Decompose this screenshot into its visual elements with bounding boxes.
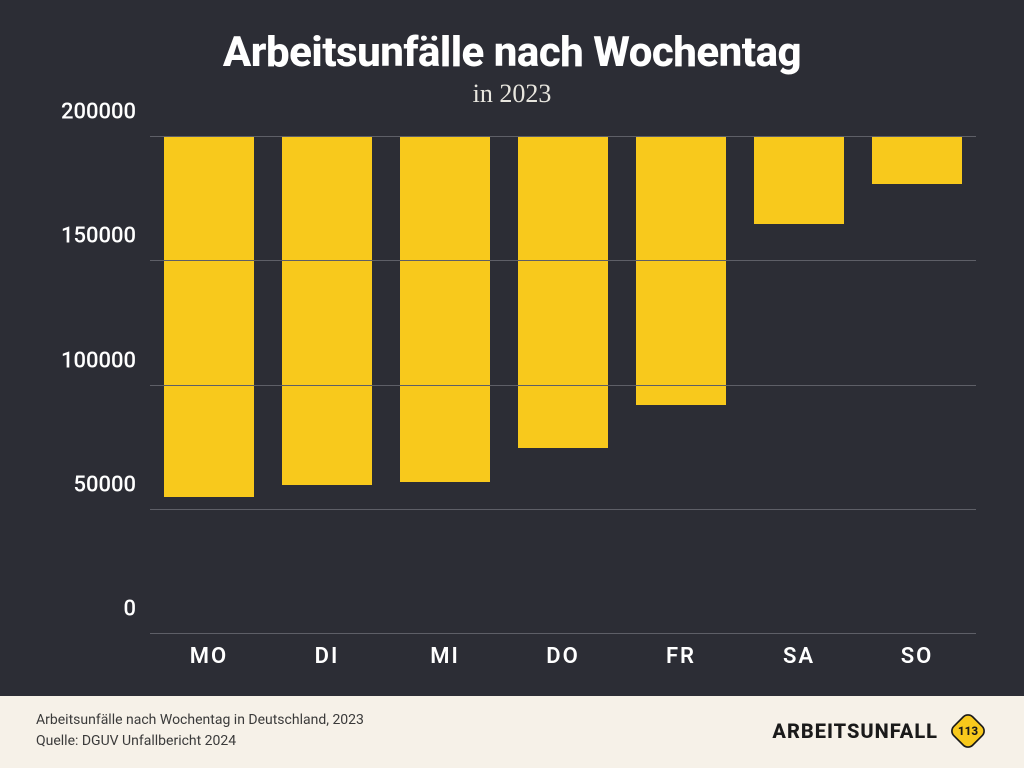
y-axis-tick: 200000 — [61, 100, 150, 125]
brand: ARBEITSUNFALL 113 — [772, 711, 988, 751]
bar-slot: SO — [858, 137, 976, 634]
y-axis-tick: 0 — [123, 597, 150, 622]
brand-badge-icon: 113 — [948, 711, 988, 751]
gridline — [150, 509, 976, 510]
x-axis-tick: FR — [666, 634, 696, 669]
footer: Arbeitsunfälle nach Wochentag in Deutsch… — [0, 696, 1024, 768]
x-axis-tick: DO — [546, 634, 580, 669]
gridline — [150, 136, 976, 137]
footer-caption: Arbeitsunfälle nach Wochentag in Deutsch… — [36, 710, 364, 752]
bar — [164, 137, 254, 497]
bar — [636, 137, 726, 405]
y-axis-tick: 50000 — [73, 472, 150, 497]
gridline — [150, 633, 976, 634]
chart-panel: Arbeitsunfälle nach Wochentag in 2023 MO… — [0, 0, 1024, 696]
bar-slot: SA — [740, 137, 858, 634]
footer-line-2: Quelle: DGUV Unfallbericht 2024 — [36, 731, 364, 752]
x-axis-tick: SA — [783, 634, 815, 669]
bars-container: MODIMIDOFRSASO — [150, 137, 976, 634]
gridline — [150, 260, 976, 261]
bar — [282, 137, 372, 485]
bar-slot: DO — [504, 137, 622, 634]
bar — [518, 137, 608, 448]
x-axis-tick: MO — [190, 634, 228, 669]
chart-subtitle: in 2023 — [48, 79, 976, 109]
chart-area: MODIMIDOFRSASO 050000100000150000200000 — [48, 127, 976, 676]
bar — [400, 137, 490, 482]
footer-line-1: Arbeitsunfälle nach Wochentag in Deutsch… — [36, 710, 364, 731]
y-axis-tick: 150000 — [61, 224, 150, 249]
plot-area: MODIMIDOFRSASO 050000100000150000200000 — [150, 137, 976, 634]
bar — [872, 137, 962, 184]
bar — [754, 137, 844, 224]
brand-badge-number: 113 — [958, 724, 978, 738]
x-axis-tick: SO — [901, 634, 934, 669]
bar-slot: DI — [268, 137, 386, 634]
x-axis-tick: MI — [430, 634, 460, 669]
gridline — [150, 385, 976, 386]
x-axis-tick: DI — [315, 634, 340, 669]
bar-slot: FR — [622, 137, 740, 634]
brand-name: ARBEITSUNFALL — [772, 719, 938, 743]
y-axis-tick: 100000 — [61, 348, 150, 373]
chart-title: Arbeitsunfälle nach Wochentag — [48, 28, 976, 77]
bar-slot: MI — [386, 137, 504, 634]
bar-slot: MO — [150, 137, 268, 634]
